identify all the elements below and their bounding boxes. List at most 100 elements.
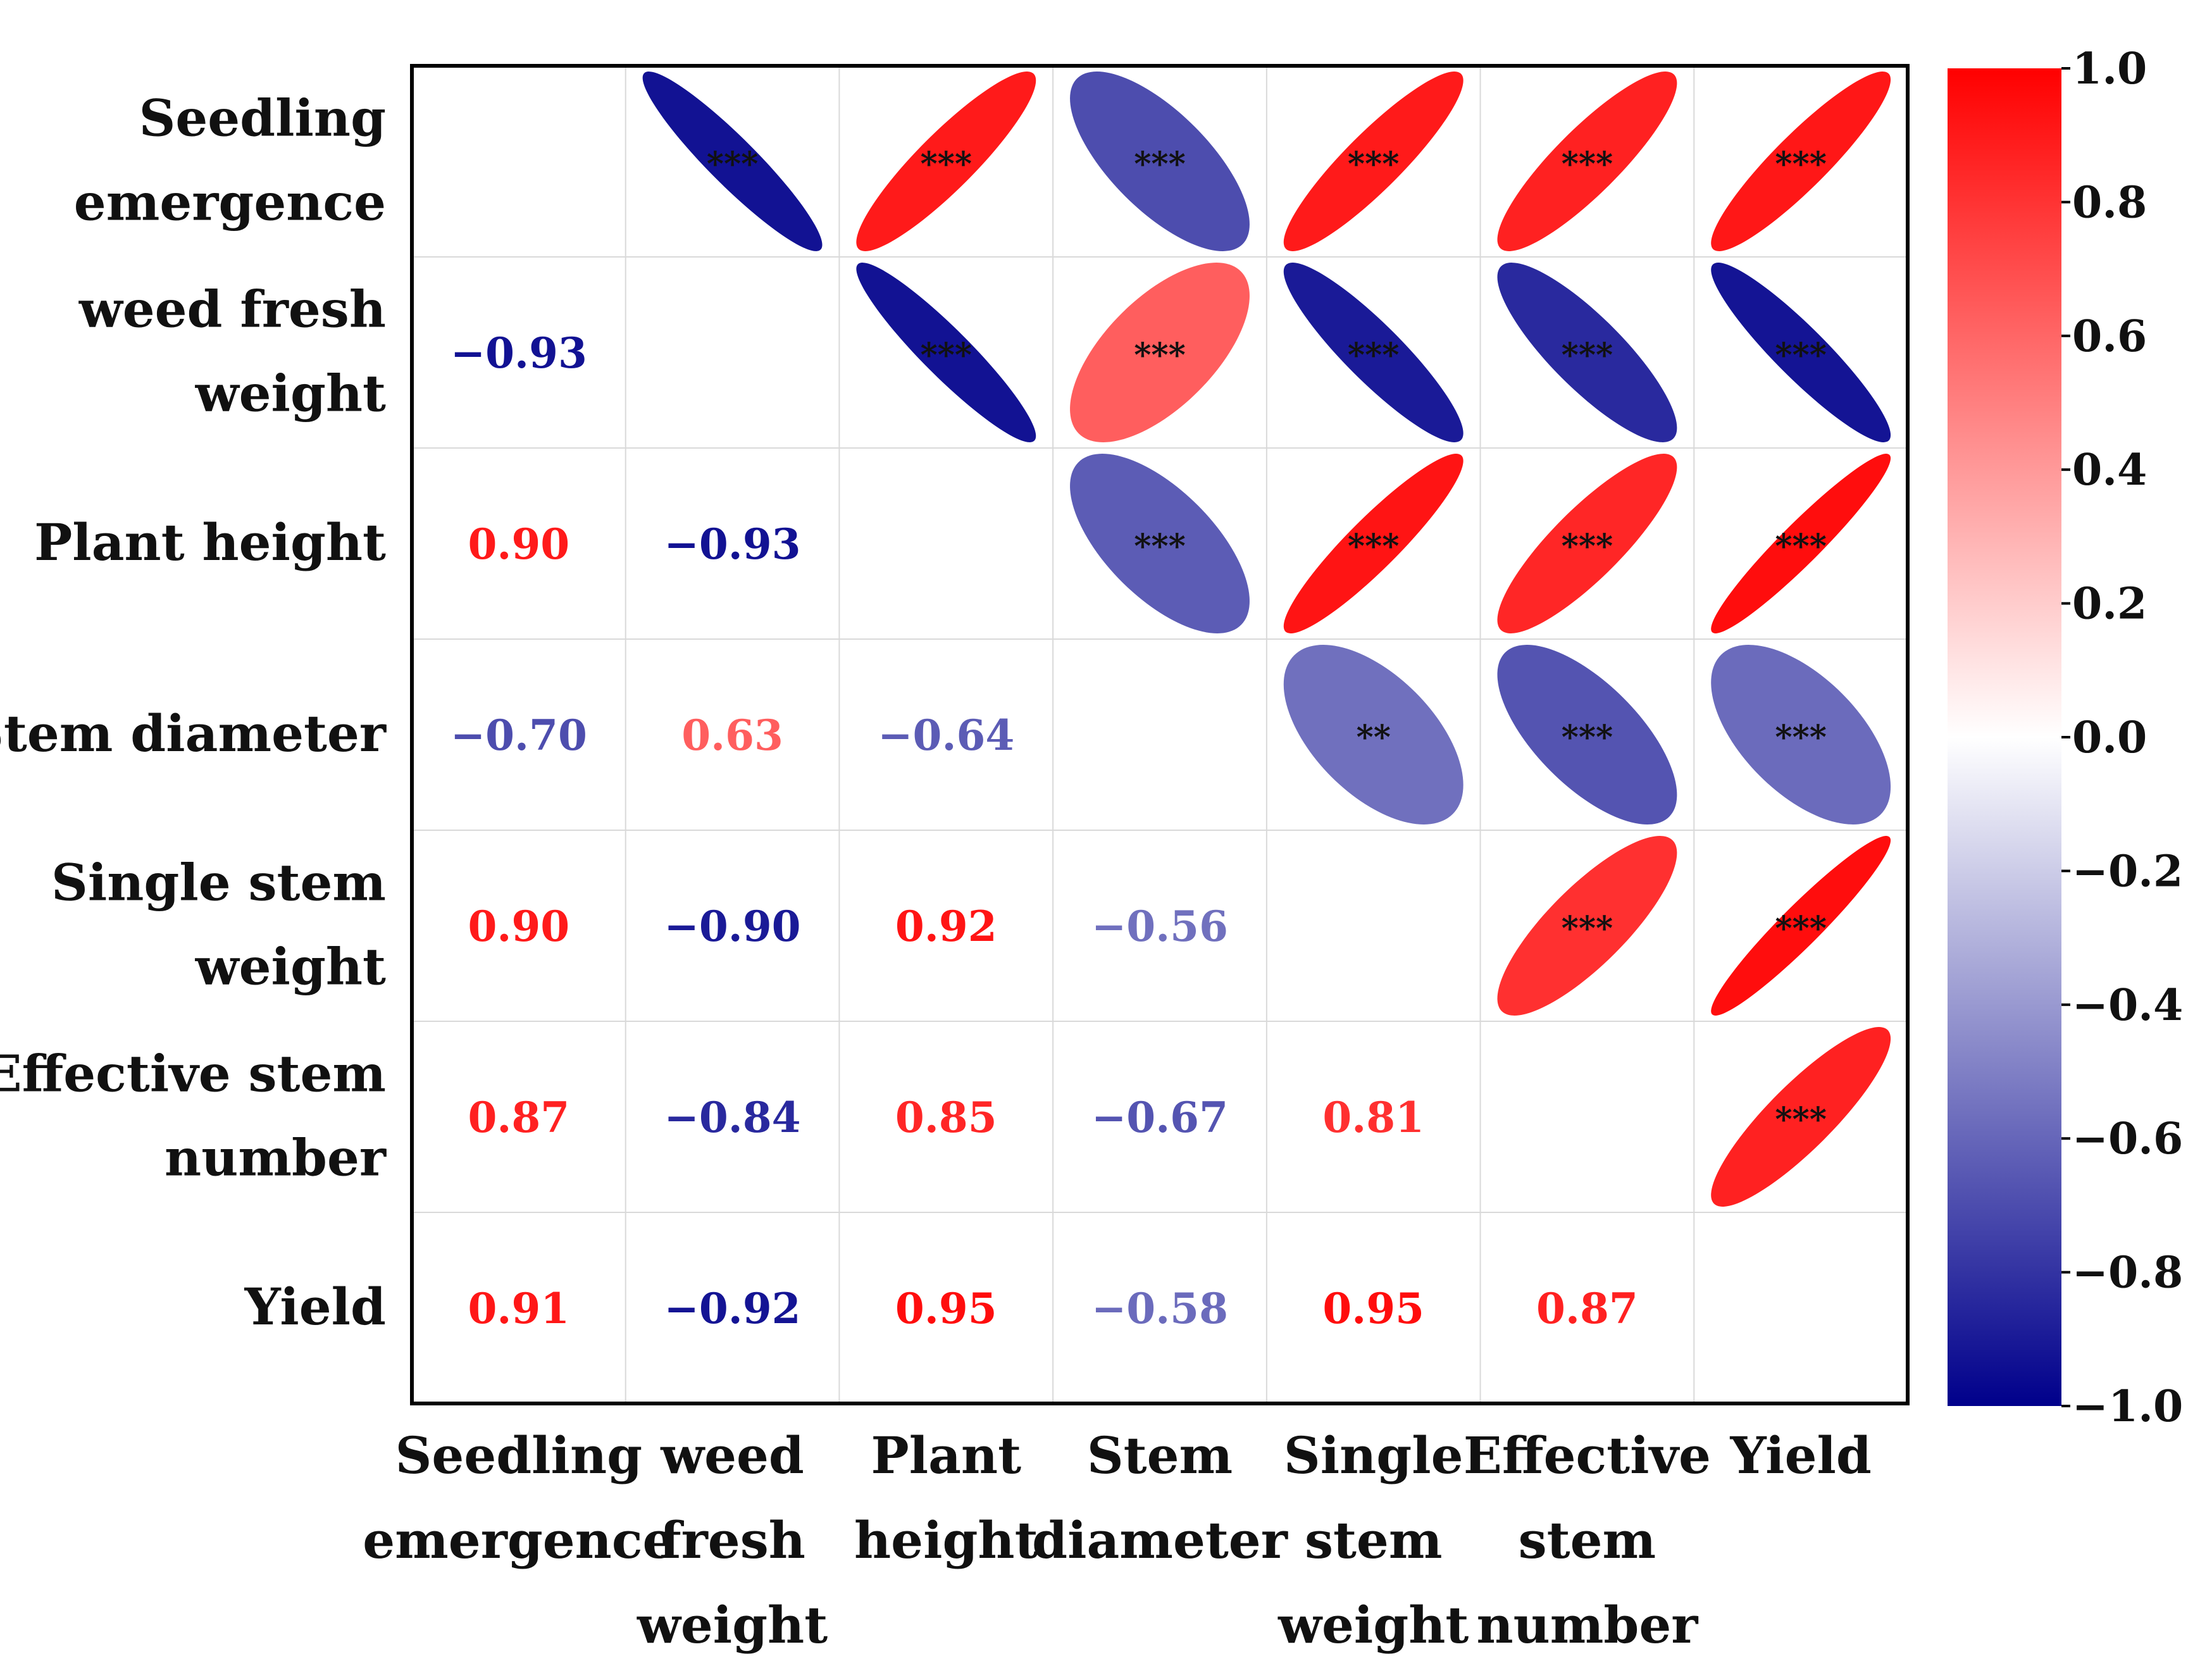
row-label: number	[165, 1128, 387, 1188]
correlation-ellipse	[1497, 263, 1677, 442]
column-label: Yield	[1729, 1426, 1871, 1485]
colorbar-tick-label: −0.2	[2072, 846, 2183, 897]
correlation-value: 0.87	[468, 1093, 569, 1142]
significance-mark: ***	[1348, 145, 1400, 184]
colorbar-tick-label: 0.6	[2072, 311, 2147, 362]
row-label: Effective stem	[0, 1044, 386, 1104]
row-label: weight	[195, 364, 386, 423]
column-label: Stem	[1087, 1426, 1233, 1485]
colorbar-gradient	[1948, 68, 2061, 1406]
column-label: weed	[660, 1426, 804, 1485]
y-axis-labels: Seedling emergence weed fresh weight Plant h…	[0, 89, 387, 1337]
column-label: Seedling	[395, 1426, 642, 1485]
colorbar	[1948, 68, 2061, 1406]
correlation-value: 0.92	[895, 902, 997, 951]
significance-mark: ***	[1134, 145, 1186, 184]
correlation-ellipse	[1497, 645, 1677, 824]
significance-mark: ***	[1562, 336, 1613, 375]
correlation-ellipse	[1070, 263, 1250, 442]
significance-mark: ***	[1562, 909, 1613, 948]
correlation-value: −0.84	[664, 1093, 801, 1142]
x-axis-labels: Seedling emergence weed fresh weight Plant hei…	[363, 1426, 1872, 1655]
correlation-ellipse	[1283, 263, 1464, 442]
correlation-ellipse	[1283, 645, 1464, 824]
row-label: emergence	[74, 173, 386, 232]
significance-mark: ***	[1348, 527, 1400, 566]
row-label: weight	[195, 937, 386, 997]
column-label: fresh	[659, 1510, 805, 1570]
correlation-ellipse	[1070, 72, 1250, 251]
correlation-value: −0.92	[664, 1284, 801, 1333]
row-label: Stem diameter	[0, 704, 387, 763]
column-label: diameter	[1032, 1510, 1288, 1570]
column-label: Single	[1284, 1426, 1464, 1485]
column-label: stem	[1519, 1510, 1656, 1570]
correlation-value: −0.58	[1091, 1284, 1228, 1333]
colorbar-tick-label: 0.0	[2072, 712, 2147, 763]
ellipse-layer	[642, 72, 1891, 1207]
correlation-ellipse	[1283, 454, 1464, 633]
correlation-value: 0.85	[895, 1093, 997, 1142]
significance-mark: ***	[1134, 336, 1186, 375]
significance-mark: **	[1357, 718, 1391, 757]
correlation-ellipse	[1497, 454, 1677, 633]
correlation-ellipse	[1711, 645, 1891, 824]
row-label: Yield	[244, 1277, 386, 1336]
column-label: Plant	[871, 1426, 1022, 1485]
correlation-ellipse	[856, 263, 1036, 442]
column-label: emergence	[363, 1510, 674, 1570]
correlation-value: 0.90	[468, 520, 569, 569]
significance-mark: ***	[1775, 145, 1827, 184]
correlation-value: −0.64	[878, 711, 1014, 760]
significance-mark: ***	[1562, 145, 1613, 184]
correlation-ellipse	[1711, 72, 1891, 251]
colorbar-tick-label: 1.0	[2072, 44, 2147, 94]
correlation-ellipse	[856, 72, 1036, 251]
correlation-value: −0.70	[451, 711, 587, 760]
correlation-value: −0.56	[1091, 902, 1228, 951]
significance-mark: ***	[1775, 909, 1827, 948]
significance-mark: ***	[1775, 527, 1827, 566]
column-label: stem	[1305, 1510, 1443, 1570]
row-label: Single stem	[51, 853, 386, 912]
colorbar-tick-label: −0.4	[2072, 980, 2183, 1031]
correlation-ellipse	[1497, 72, 1677, 251]
correlation-ellipse	[1711, 836, 1891, 1016]
grid-lines	[412, 66, 1908, 1403]
correlation-value: −0.93	[451, 328, 587, 378]
correlation-value: −0.90	[664, 902, 801, 951]
column-label: Effective	[1464, 1426, 1711, 1485]
correlation-value: 0.87	[1536, 1284, 1638, 1333]
colorbar-tick-label: −0.8	[2072, 1248, 2183, 1298]
correlation-ellipse	[1711, 1027, 1891, 1207]
correlation-ellipse	[1711, 263, 1891, 442]
column-label: weight	[637, 1595, 828, 1655]
significance-mark: ***	[1562, 527, 1613, 566]
correlation-ellipse	[1070, 454, 1250, 633]
value-labels: −0.93 0.90 −0.93 −0.70 0.63 −0.64 0.90 −0.90 0.9…	[451, 328, 1638, 1333]
column-label: weight	[1277, 1595, 1469, 1655]
colorbar-tick-label: −1.0	[2072, 1381, 2183, 1432]
significance-mark: ***	[707, 145, 759, 184]
colorbar-tick-label: −0.6	[2072, 1114, 2183, 1164]
correlation-value: −0.93	[664, 520, 801, 569]
significance-mark: ***	[1775, 1100, 1827, 1139]
row-label: Seedling	[139, 89, 386, 148]
colorbar-tick-label: 0.2	[2072, 579, 2147, 630]
colorbar-tick-label: 0.4	[2072, 445, 2147, 495]
row-label: Plant height	[34, 513, 386, 572]
colorbar-tick-label: 0.8	[2072, 177, 2147, 228]
correlation-value: 0.91	[468, 1284, 569, 1333]
correlation-ellipse	[1283, 72, 1464, 251]
colorbar-ticks: 1.0 0.8 0.6 0.4 0.2 0.0 −0.2 −0.4 −0.6 −0.8 −1.0	[2061, 44, 2183, 1432]
correlation-value: 0.81	[1322, 1093, 1424, 1142]
correlation-ellipse	[1497, 836, 1677, 1016]
correlation-value: 0.90	[468, 902, 569, 951]
significance-mark: ***	[1134, 527, 1186, 566]
column-label: height	[854, 1510, 1038, 1570]
column-label: number	[1476, 1595, 1698, 1655]
correlation-value: 0.95	[895, 1284, 997, 1333]
plot-frame	[410, 64, 1910, 1405]
